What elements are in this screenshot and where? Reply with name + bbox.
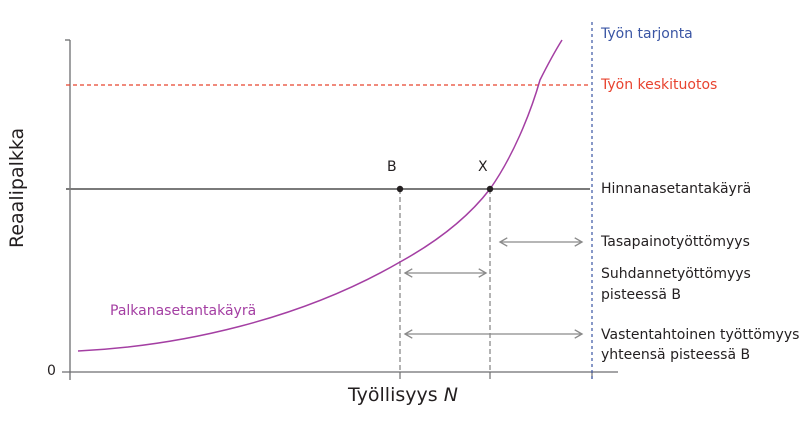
labour-supply-label: Työn tarjonta bbox=[601, 26, 693, 42]
x-axis-label-text: Työllisyys bbox=[348, 384, 444, 406]
point-b bbox=[396, 185, 404, 193]
point-x-label: X bbox=[478, 159, 488, 175]
wage-setting-curve bbox=[77, 39, 563, 352]
point-x bbox=[486, 185, 494, 193]
y-axis-label: Reaalipalkka bbox=[6, 127, 28, 248]
cyclical-unemployment-label-line1: Suhdannetyöttömyys bbox=[601, 266, 751, 282]
avg-product-label: Työn keskituotos bbox=[601, 77, 718, 93]
x-axis-label-variable: N bbox=[443, 384, 458, 406]
involuntary-unemployment-label-line1: Vastentahtoinen työttömyys bbox=[601, 327, 800, 343]
equilibrium-unemployment-label: Tasapainotyöttömyys bbox=[601, 234, 750, 250]
x-axis-label: Työllisyys N bbox=[348, 384, 458, 406]
involuntary-unemployment-label-line2: yhteensä pisteessä B bbox=[601, 347, 751, 363]
origin-label: 0 bbox=[47, 363, 56, 379]
cyclical-unemployment-label-line2: pisteessä B bbox=[601, 287, 682, 303]
price-setting-label: Hinnanasetantakäyrä bbox=[601, 181, 752, 197]
point-b-label: B bbox=[387, 159, 397, 175]
wage-setting-label: Palkanasetantakäyrä bbox=[110, 303, 257, 319]
